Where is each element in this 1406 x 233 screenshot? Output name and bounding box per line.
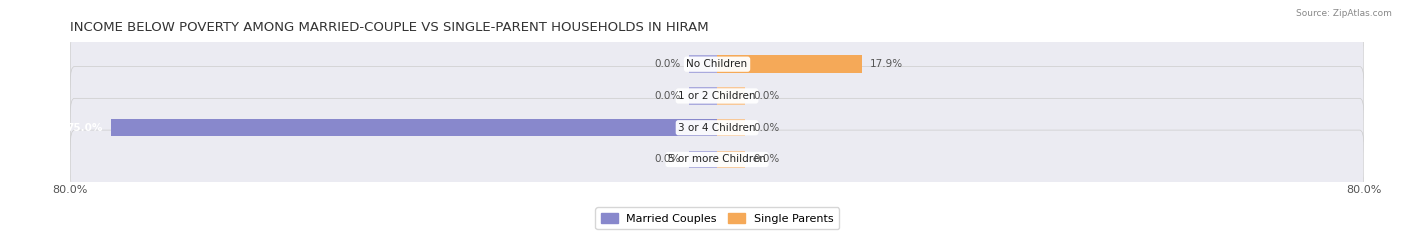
Bar — [717, 151, 745, 168]
Bar — [717, 55, 862, 73]
FancyBboxPatch shape — [70, 67, 1364, 125]
Text: 0.0%: 0.0% — [654, 154, 681, 164]
Text: 17.9%: 17.9% — [870, 59, 903, 69]
Bar — [111, 119, 717, 137]
Legend: Married Couples, Single Parents: Married Couples, Single Parents — [595, 207, 839, 229]
Bar — [689, 55, 717, 73]
Text: 0.0%: 0.0% — [754, 154, 780, 164]
Text: INCOME BELOW POVERTY AMONG MARRIED-COUPLE VS SINGLE-PARENT HOUSEHOLDS IN HIRAM: INCOME BELOW POVERTY AMONG MARRIED-COUPL… — [70, 21, 709, 34]
FancyBboxPatch shape — [70, 35, 1364, 94]
FancyBboxPatch shape — [70, 130, 1364, 189]
Text: 0.0%: 0.0% — [754, 91, 780, 101]
Bar — [717, 119, 745, 137]
Text: 0.0%: 0.0% — [654, 91, 681, 101]
Text: 0.0%: 0.0% — [654, 59, 681, 69]
Text: 5 or more Children: 5 or more Children — [668, 154, 766, 164]
Bar — [689, 151, 717, 168]
FancyBboxPatch shape — [70, 98, 1364, 157]
Bar — [717, 87, 745, 105]
Bar — [689, 87, 717, 105]
Text: 75.0%: 75.0% — [66, 123, 103, 133]
Text: No Children: No Children — [686, 59, 748, 69]
Text: 1 or 2 Children: 1 or 2 Children — [678, 91, 756, 101]
Text: 3 or 4 Children: 3 or 4 Children — [678, 123, 756, 133]
Text: 0.0%: 0.0% — [754, 123, 780, 133]
Text: Source: ZipAtlas.com: Source: ZipAtlas.com — [1296, 9, 1392, 18]
